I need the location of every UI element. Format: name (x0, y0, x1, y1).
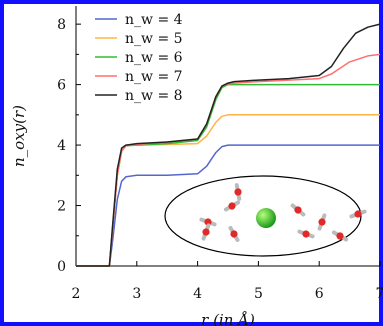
x-tick-label: 5 (254, 286, 263, 302)
water-molecule (297, 229, 315, 239)
oxygen-atom (302, 230, 310, 238)
series-line (76, 23, 381, 267)
x-tick-label: 6 (315, 286, 324, 302)
legend-label: n_w = 8 (125, 88, 183, 104)
water-molecule (223, 200, 241, 212)
legend-label: n_w = 4 (125, 12, 183, 28)
x-axis-label: r (in Å) (201, 311, 255, 326)
y-tick-label: 0 (57, 259, 66, 275)
water-molecule (331, 230, 349, 242)
y-tick-label: 8 (57, 17, 66, 33)
oxygen-atom (202, 228, 210, 236)
water-molecule (349, 209, 367, 219)
oxygen-atom (336, 232, 344, 240)
water-molecule (228, 225, 240, 243)
series-line (76, 144, 380, 267)
water-molecule (317, 213, 327, 231)
series-line (76, 83, 380, 267)
legend-label: n_w = 6 (125, 50, 183, 66)
molecule-inset (164, 175, 367, 257)
legend-label: n_w = 5 (125, 31, 183, 47)
x-tick-label: 7 (376, 286, 383, 302)
oxygen-atom (234, 188, 242, 196)
oxygen-atom (228, 202, 236, 210)
oxygen-atom (318, 218, 326, 226)
x-tick-label: 4 (193, 286, 202, 302)
y-tick-label: 4 (57, 138, 66, 154)
oxygen-atom (294, 206, 302, 214)
water-molecule (199, 217, 217, 227)
x-tick-label: 2 (72, 286, 81, 302)
y-tick-label: 6 (57, 78, 66, 94)
ion-sphere (256, 208, 276, 228)
y-axis-label: n_oxy(r) (10, 105, 28, 167)
legend-label: n_w = 7 (125, 69, 183, 85)
y-tick-label: 2 (57, 199, 66, 215)
water-molecule (234, 183, 242, 201)
inset-ellipse (164, 175, 362, 257)
oxygen-atom (230, 230, 238, 238)
water-molecule (290, 203, 306, 217)
x-tick-label: 3 (132, 286, 141, 302)
oxygen-atom (204, 218, 212, 226)
water-molecule (201, 223, 211, 241)
oxygen-atom (354, 210, 362, 218)
legend: n_w = 4 n_w = 5 n_w = 6 n_w = 7 n_w = 8 (95, 12, 183, 104)
